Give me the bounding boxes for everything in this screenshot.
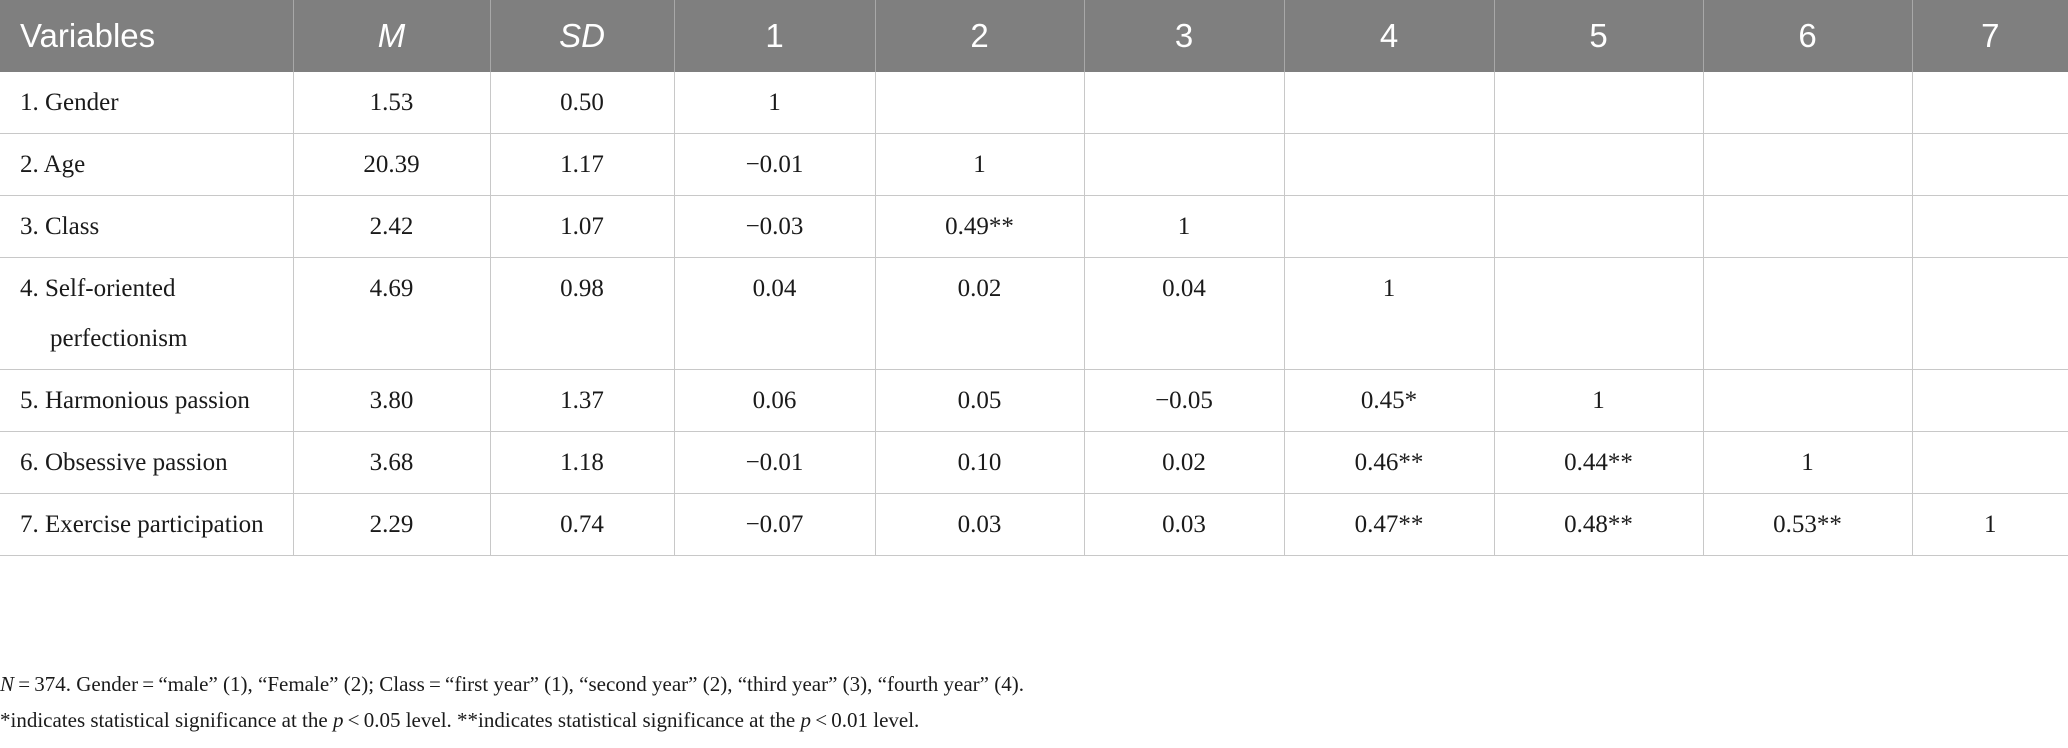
sd-cell: 1.18	[489, 431, 674, 494]
corr-cell: −0.01	[673, 133, 875, 196]
note-significance-c: < 0.01 level.	[811, 708, 920, 732]
corr-cell	[1493, 133, 1703, 196]
corr-cell: −0.05	[1083, 369, 1284, 432]
corr-cell	[1911, 369, 2068, 432]
corr-cell	[1702, 195, 1912, 258]
corr-cell: 0.47**	[1283, 493, 1494, 556]
corr-cell	[1493, 72, 1703, 134]
header-variables: Variables	[0, 0, 293, 72]
corr-cell: −0.01	[673, 431, 875, 494]
corr-cell	[1702, 133, 1912, 196]
mean-cell: 20.39	[292, 133, 490, 196]
corr-cell: 1	[874, 133, 1084, 196]
sd-cell: 1.07	[489, 195, 674, 258]
sd-cell: 0.74	[489, 493, 674, 556]
variable-label: 6. Obsessive passion	[0, 431, 293, 494]
table-row: 1. Gender 1.53 0.50 1	[0, 72, 2068, 134]
table-row: 7. Exercise participation 2.29 0.74 −0.0…	[0, 493, 2068, 556]
table-row: 4. Self-oriented perfectionism 4.69 0.98…	[0, 257, 2068, 370]
table-notes: N = 374. Gender = “male” (1), “Female” (…	[0, 666, 1024, 738]
corr-cell: 1	[1911, 493, 2068, 556]
corr-cell	[1911, 72, 2068, 134]
corr-cell	[1911, 133, 2068, 196]
table-row: 5. Harmonious passion 3.80 1.37 0.06 0.0…	[0, 369, 2068, 432]
corr-cell: 0.49**	[874, 195, 1084, 258]
variable-label: 1. Gender	[0, 72, 293, 134]
corr-cell: −0.07	[673, 493, 875, 556]
sd-cell: 0.50	[489, 72, 674, 134]
variable-label: 7. Exercise participation	[0, 493, 293, 556]
corr-cell: 0.53**	[1702, 493, 1912, 556]
corr-cell: 0.48**	[1493, 493, 1703, 556]
corr-cell: 0.02	[1083, 431, 1284, 494]
note-coding-text: = 374. Gender = “male” (1), “Female” (2)…	[14, 672, 1024, 696]
variable-label: 2. Age	[0, 133, 293, 196]
mean-cell: 3.68	[292, 431, 490, 494]
header-col-7: 7	[1911, 0, 2068, 72]
mean-cell: 3.80	[292, 369, 490, 432]
note-significance-a: *indicates statistical significance at t…	[0, 708, 333, 732]
note-p-symbol: p	[800, 708, 812, 732]
note-n-symbol: N	[0, 672, 15, 696]
corr-cell: 0.44**	[1493, 431, 1703, 494]
header-mean: M	[292, 0, 490, 72]
mean-cell: 1.53	[292, 72, 490, 134]
corr-cell	[1911, 431, 2068, 494]
variable-label: 4. Self-oriented perfectionism	[0, 257, 293, 370]
note-line-1: N = 374. Gender = “male” (1), “Female” (…	[0, 666, 1024, 702]
corr-cell	[1283, 133, 1494, 196]
corr-cell: 0.03	[874, 493, 1084, 556]
corr-cell	[1283, 195, 1494, 258]
variable-label: 5. Harmonious passion	[0, 369, 293, 432]
corr-cell	[1911, 195, 2068, 258]
corr-cell: 0.04	[1083, 257, 1284, 370]
corr-cell	[1702, 72, 1912, 134]
corr-cell: 0.10	[874, 431, 1084, 494]
corr-cell	[874, 72, 1084, 134]
header-col-1: 1	[673, 0, 875, 72]
mean-cell: 4.69	[292, 257, 490, 370]
corr-cell	[1083, 72, 1284, 134]
sd-cell: 1.37	[489, 369, 674, 432]
sd-cell: 0.98	[489, 257, 674, 370]
corr-cell: 1	[673, 72, 875, 134]
corr-cell	[1493, 195, 1703, 258]
header-col-4: 4	[1283, 0, 1494, 72]
corr-cell: −0.03	[673, 195, 875, 258]
corr-cell	[1702, 257, 1912, 370]
corr-cell: 0.05	[874, 369, 1084, 432]
sd-cell: 1.17	[489, 133, 674, 196]
table-row: 3. Class 2.42 1.07 −0.03 0.49** 1	[0, 195, 2068, 258]
header-col-3: 3	[1083, 0, 1284, 72]
corr-cell: 0.04	[673, 257, 875, 370]
corr-cell: 0.03	[1083, 493, 1284, 556]
corr-cell: 1	[1493, 369, 1703, 432]
corr-cell: 0.02	[874, 257, 1084, 370]
header-row: Variables M SD 1 2 3 4 5 6 7	[0, 0, 2068, 72]
corr-cell	[1911, 257, 2068, 370]
corr-cell: 0.46**	[1283, 431, 1494, 494]
variable-label: 3. Class	[0, 195, 293, 258]
corr-cell: 0.06	[673, 369, 875, 432]
corr-cell: 0.45*	[1283, 369, 1494, 432]
mean-cell: 2.42	[292, 195, 490, 258]
corr-cell	[1283, 72, 1494, 134]
corr-cell: 1	[1283, 257, 1494, 370]
corr-cell	[1083, 133, 1284, 196]
corr-cell: 1	[1702, 431, 1912, 494]
corr-cell	[1493, 257, 1703, 370]
note-significance-b: < 0.05 level. **indicates statistical si…	[343, 708, 801, 732]
table-row: 6. Obsessive passion 3.68 1.18 −0.01 0.1…	[0, 431, 2068, 494]
corr-cell: 1	[1083, 195, 1284, 258]
note-line-2: *indicates statistical significance at t…	[0, 702, 1024, 738]
corr-cell	[1702, 369, 1912, 432]
header-col-2: 2	[874, 0, 1084, 72]
correlation-table: Variables M SD 1 2 3 4 5 6 7 1. Gender 1…	[0, 0, 2068, 556]
table-row: 2. Age 20.39 1.17 −0.01 1	[0, 133, 2068, 196]
mean-cell: 2.29	[292, 493, 490, 556]
header-col-5: 5	[1493, 0, 1703, 72]
note-p-symbol: p	[332, 708, 344, 732]
header-col-6: 6	[1702, 0, 1912, 72]
header-sd: SD	[489, 0, 674, 72]
